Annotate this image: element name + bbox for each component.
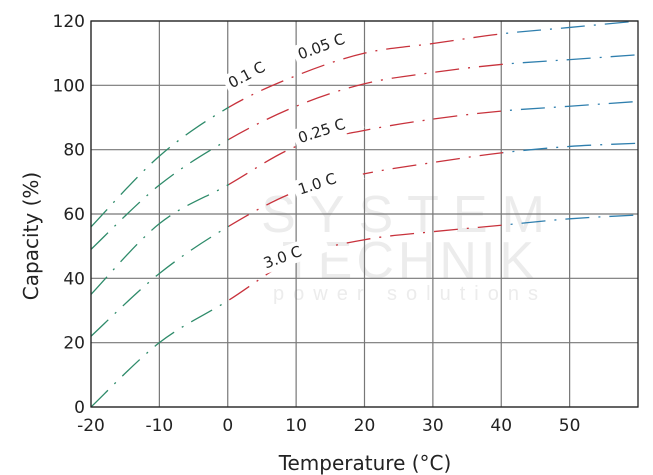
y-tick-label: 60 (63, 205, 85, 225)
tick-labels: -20 -10 0 10 20 30 40 50 0 20 40 60 80 100 120 (53, 12, 581, 436)
series-line-segment (229, 33, 503, 108)
series-line-segment (229, 110, 503, 186)
x-tick-label: 10 (285, 416, 307, 436)
x-axis-label: Temperature (°C) (278, 451, 452, 475)
y-tick-label: 20 (63, 334, 85, 354)
x-tick-label: -10 (145, 416, 173, 436)
x-tick-label: 20 (354, 416, 376, 436)
series-label-bg (291, 22, 364, 66)
x-tick-label: 40 (490, 416, 512, 436)
y-tick-label: 100 (53, 76, 85, 96)
series-line-segment (503, 142, 639, 154)
grid (90, 20, 638, 408)
y-tick-label: 0 (74, 398, 85, 418)
watermark-line3: power solutions (273, 283, 547, 305)
x-tick-label: 0 (222, 416, 233, 436)
series-label: 0.25 C (296, 115, 348, 147)
series-label-bg (291, 160, 365, 201)
y-tick-label: 40 (63, 269, 85, 289)
series-line-segment (229, 63, 503, 141)
series-line-segment (229, 224, 503, 301)
y-tick-label: 120 (53, 12, 85, 32)
y-tick-label: 80 (63, 141, 85, 161)
series-label-bg (221, 44, 293, 95)
plot-frame (90, 20, 639, 408)
series-label: 0.1 C (225, 58, 268, 92)
series-line-segment (90, 138, 229, 250)
x-tick-label: 30 (422, 416, 444, 436)
x-tick-label: 50 (559, 416, 581, 436)
series-label-bg (257, 232, 330, 275)
x-tick-label: -20 (77, 416, 105, 436)
series-label: 0.05 C (295, 30, 347, 64)
series-line-segment (90, 225, 229, 337)
series-line-segment (229, 152, 503, 227)
y-axis-label: Capacity (%) (19, 172, 43, 300)
series-label-bg (291, 108, 365, 150)
